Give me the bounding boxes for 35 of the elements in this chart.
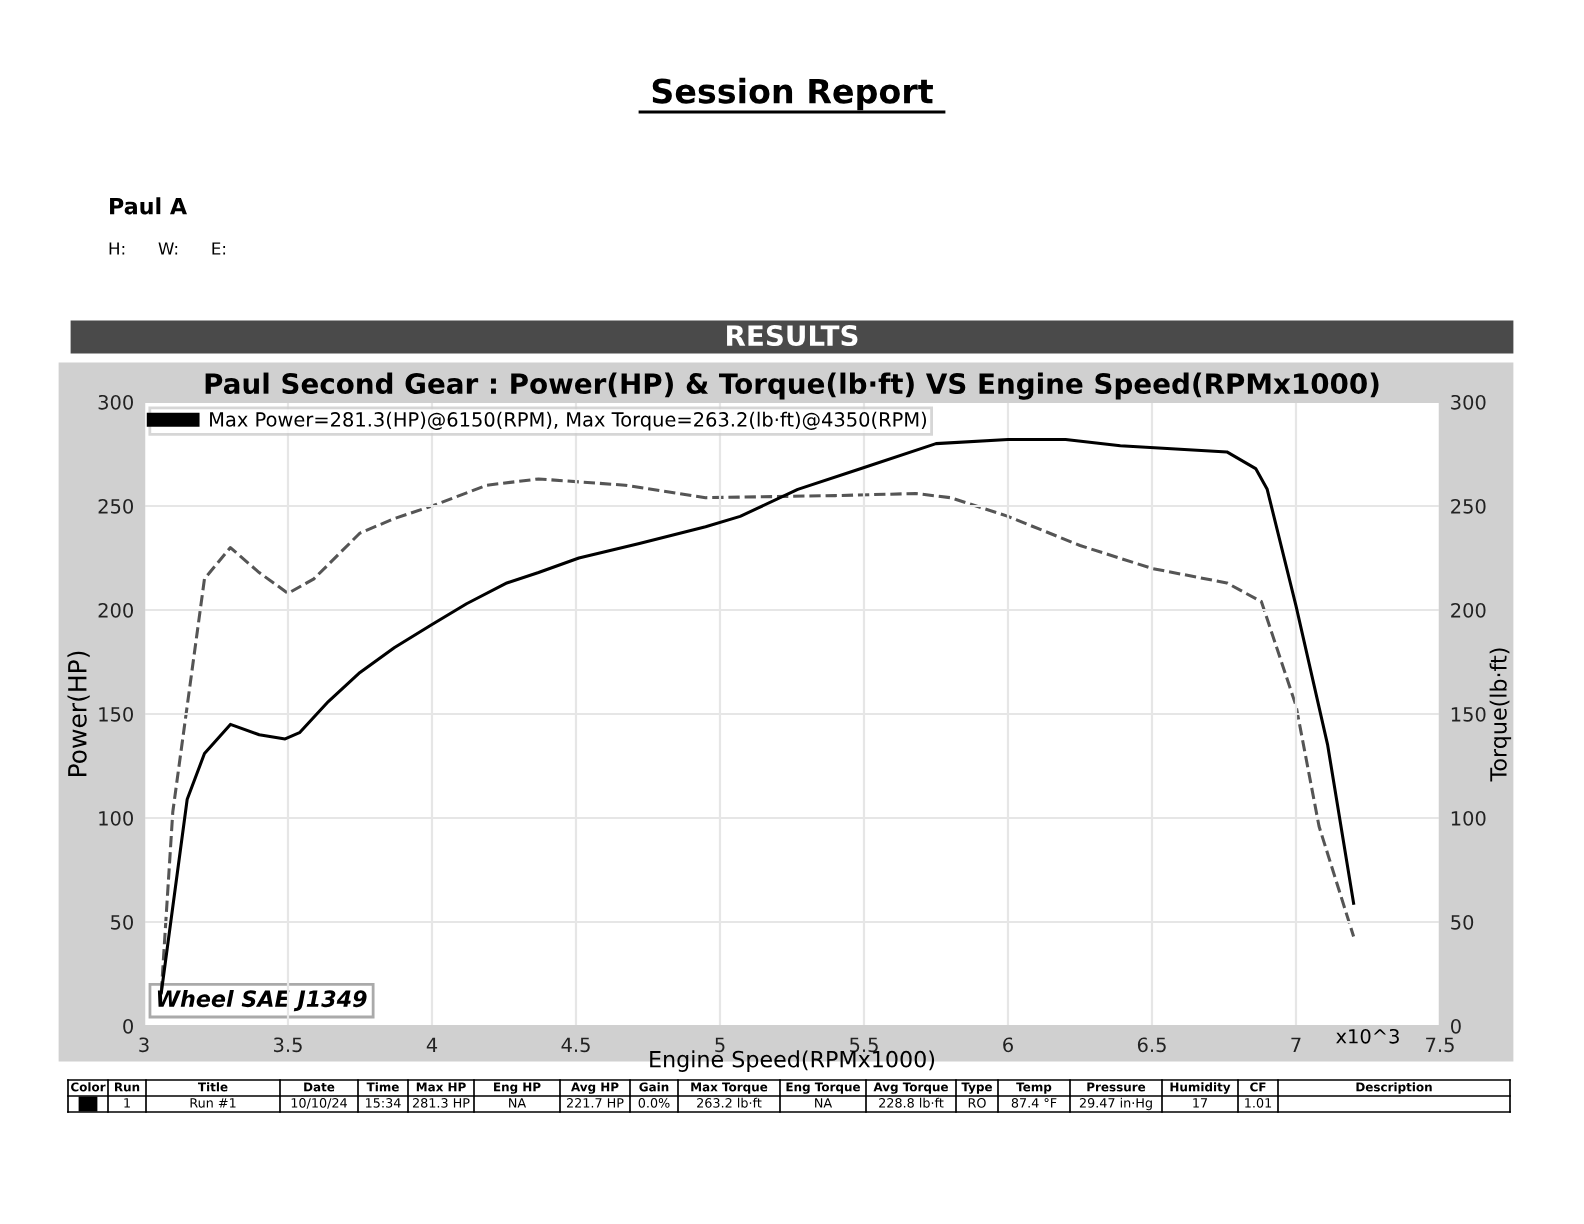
y2-tick-label: 50 <box>1451 914 1474 930</box>
y2-tick-label: 250 <box>1451 498 1486 514</box>
x-axis-title: Engine Speed(RPMx1000) <box>650 1050 935 1072</box>
x-tick-label: 4 <box>426 1037 438 1052</box>
x-tick-label: 3.5 <box>274 1037 302 1053</box>
y2-tick-label: 100 <box>1451 810 1486 826</box>
x-tick-label: 7.5 <box>1426 1037 1454 1053</box>
x-tick-label: 5 <box>715 1037 725 1053</box>
y2-tick-label: 150 <box>1451 706 1486 722</box>
y2-tick-label: 300 <box>1451 394 1486 410</box>
x-tick-label: 6 <box>1003 1037 1013 1053</box>
y-tick-label: 150 <box>99 706 133 722</box>
text: x10^3 <box>1336 1028 1399 1044</box>
y-tick-label: 50 <box>111 914 133 930</box>
text: Session Report <box>652 77 933 111</box>
chart-title: Paul Second Gear : Power(HP) & Torque(lb·ft) VS Engine Speed(RPMx1000) <box>205 372 1379 400</box>
x-tick-label: 4.5 <box>561 1037 590 1053</box>
y-tick-label: 0 <box>123 1018 133 1034</box>
legend-label: Max Power=281.3(HP)@6150(RPM), Max Torque=263.2(lb·ft)@4350(RPM) <box>210 411 927 431</box>
x-tick-label: 6.5 <box>1137 1037 1166 1053</box>
x-tick-label: 3 <box>139 1037 149 1053</box>
y2-tick-label: 0 <box>1451 1018 1461 1034</box>
y-tick-label: 300 <box>98 394 133 410</box>
y2-axis-title: Torque(lb·ft) <box>1489 648 1512 782</box>
annotation: Wheel SAE J1349 <box>157 989 367 1012</box>
text: H: W: E: <box>109 242 226 255</box>
y2-tick-label: 200 <box>1451 602 1486 618</box>
text: RESULTS <box>727 325 858 347</box>
text: Paul A <box>110 197 187 215</box>
y-tick-label: 100 <box>99 810 133 826</box>
y-tick-label: 200 <box>98 602 133 618</box>
x-tick-label: 5.5 <box>850 1037 878 1053</box>
y-tick-label: 250 <box>98 498 133 514</box>
x-tick-label: 7 <box>1291 1037 1301 1052</box>
y-axis-title: Power(HP) <box>67 651 90 777</box>
